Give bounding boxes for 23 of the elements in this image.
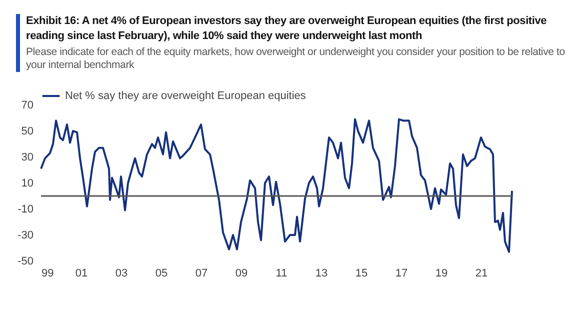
y-tick-label: 50 [21, 126, 34, 138]
chart-title: Exhibit 16: A net 4% of European investors say they are overweight European equities (the first positive reading since last February), while 10% said they were underweight last month [26, 14, 548, 44]
x-tick-label: 09 [235, 268, 248, 280]
y-tick-label: -10 [18, 204, 34, 216]
x-tick-label: 01 [75, 268, 88, 280]
x-tick-label: 15 [355, 268, 368, 280]
chart-subtitle: Please indicate for each of the equity markets, how overweight or underweight you consider your position to be relative to your internal benchmark [26, 46, 566, 72]
x-tick-label: 05 [155, 268, 168, 280]
x-tick-label: 21 [475, 268, 488, 280]
y-tick-label: 30 [21, 152, 34, 164]
x-tick-label: 13 [315, 268, 328, 280]
x-tick-label: 19 [435, 268, 448, 280]
y-tick-label: -30 [18, 230, 34, 242]
x-tick-label: 99 [42, 268, 54, 280]
x-tick-label: 11 [276, 268, 288, 280]
line-series [40, 118, 513, 253]
x-tick-label: 07 [195, 268, 208, 280]
x-tick-label: 17 [395, 268, 408, 280]
y-tick-label: -50 [18, 256, 34, 268]
y-tick-label: 10 [21, 178, 34, 190]
y-tick-label: 70 [21, 100, 34, 112]
x-tick-label: 03 [115, 268, 128, 280]
legend-label: Net % say they are overweight European equities [65, 90, 306, 102]
